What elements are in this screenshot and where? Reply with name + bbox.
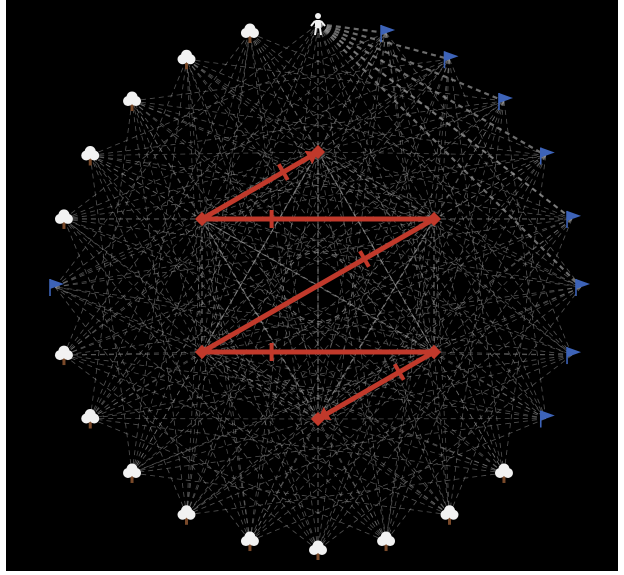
graph-diagram bbox=[6, 0, 618, 571]
diagram-panel bbox=[6, 0, 618, 571]
diagram-background bbox=[6, 0, 618, 571]
